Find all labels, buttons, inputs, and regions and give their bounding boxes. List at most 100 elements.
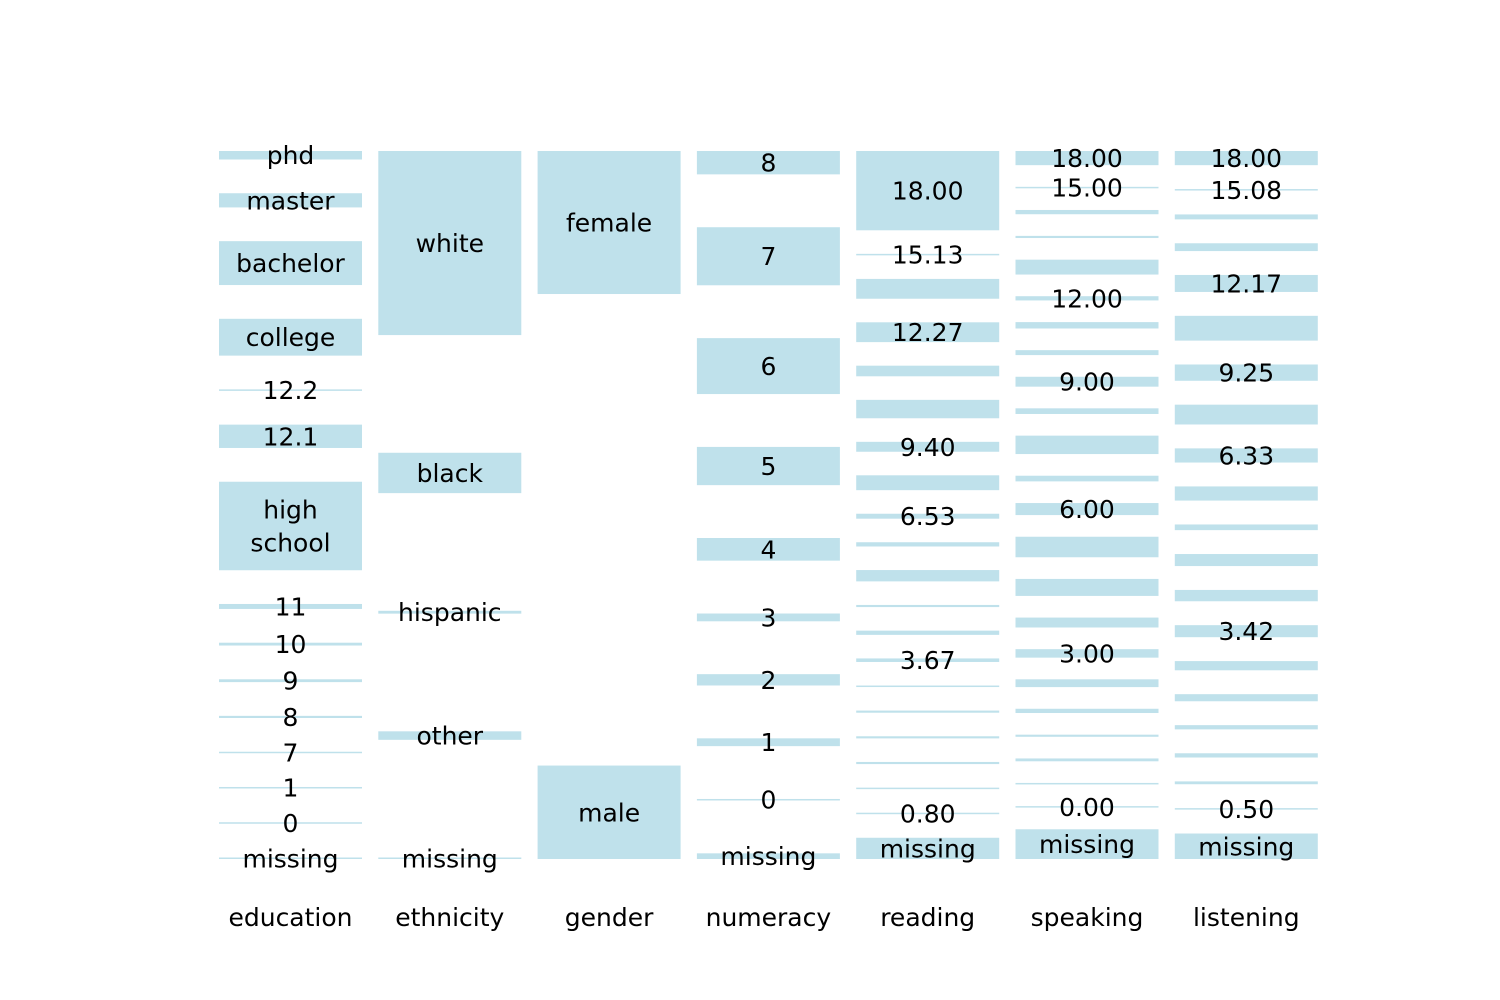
category-bar-reading-level-14 [856,685,1000,688]
category-label-education-10: 10 [275,630,307,659]
category-bar-education-master [219,193,362,208]
category-label-numeracy-0: 0 [760,786,776,815]
category-bar-reading-level-17 [856,761,1000,765]
category-bar-numeracy-3 [696,613,840,622]
category-bar-reading-0-80 [856,812,1000,815]
category-label-ethnicity-hispanic: hispanic [398,598,502,627]
axis-label-reading: reading [880,903,975,932]
category-bar-listening-level-10 [1174,524,1318,531]
category-bar-listening-level-18 [1174,781,1318,785]
category-label-education-high-school: high school [250,495,330,557]
category-bar-listening-0-50 [1174,808,1318,810]
axis-label-numeracy: numeracy [706,903,832,932]
category-bar-numeracy-2 [696,674,840,686]
category-label-reading-6-53: 6.53 [900,502,956,531]
category-bar-listening-6-33 [1174,448,1318,463]
category-bar-education-12-1 [219,424,362,448]
category-label-reading-18-00: 18.00 [892,177,964,206]
category-bar-gender-male [537,765,681,859]
category-bar-reading-level-12 [856,630,1000,635]
category-label-speaking-missing: missing [1039,830,1135,859]
category-bar-education-phd [219,151,362,160]
category-bar-listening-level-16 [1174,725,1318,730]
category-bar-education-9 [219,679,362,683]
category-bar-ethnicity-other [378,731,522,740]
category-label-gender-female: female [566,209,652,238]
category-bar-listening-level-9 [1174,486,1318,501]
category-bar-ethnicity-black [378,452,522,494]
category-bar-education-0 [219,822,362,824]
category-label-numeracy-2: 2 [760,666,776,695]
category-label-education-12-2: 12.2 [263,376,319,405]
category-bar-education-11 [219,603,362,609]
category-bar-education-1 [219,786,362,789]
category-bar-listening-level-11 [1174,554,1318,567]
category-bar-reading-level-15 [856,710,1000,713]
category-label-reading-9-40: 9.40 [900,433,956,462]
category-label-speaking-9-00: 9.00 [1059,368,1115,397]
category-bar-speaking-3-00 [1015,649,1159,658]
category-bar-speaking-0-00 [1015,806,1159,808]
category-bar-listening-level-14 [1174,661,1318,671]
category-bar-speaking-level-2 [1015,209,1159,215]
category-bar-listening-level-2 [1174,214,1318,220]
category-bar-speaking-18-00 [1015,151,1159,166]
category-label-speaking-0-00: 0.00 [1059,793,1115,822]
category-label-speaking-12-00: 12.00 [1051,284,1123,313]
category-label-reading-missing: missing [880,834,976,863]
category-label-listening-15-08: 15.08 [1211,176,1283,205]
category-bar-education-college [219,318,362,356]
category-bar-reading-level-9 [856,542,1000,547]
category-bar-speaking-missing [1015,829,1159,859]
category-bar-reading-level-5 [856,399,1000,419]
category-label-education-8: 8 [283,703,299,732]
category-bar-speaking-6-00 [1015,503,1159,516]
category-label-numeracy-missing: missing [720,842,816,871]
category-bar-education-8 [219,715,362,718]
category-bar-numeracy-4 [696,538,840,561]
category-bar-speaking-level-15 [1015,617,1159,628]
category-label-education-master: master [246,186,335,215]
category-bar-speaking-level-14 [1015,578,1159,596]
category-bar-reading-level-2 [856,278,1000,299]
category-label-numeracy-5: 5 [760,452,776,481]
category-label-education-missing: missing [242,844,338,873]
category-bar-reading-missing [856,837,1000,859]
category-bar-ethnicity-hispanic [378,610,522,614]
category-label-ethnicity-white: white [416,229,484,258]
category-label-education-bachelor: bachelor [236,249,345,278]
category-bar-listening-9-25 [1174,364,1318,381]
category-bar-education-bachelor [219,241,362,286]
category-bar-speaking-level-18 [1015,708,1159,714]
category-bar-reading-level-10 [856,570,1000,582]
category-bar-reading-18-00 [856,151,1000,231]
category-bar-listening-level-17 [1174,753,1318,758]
category-label-ethnicity-missing: missing [402,844,498,873]
category-label-numeracy-4: 4 [760,535,776,564]
category-bar-listening-missing [1174,833,1318,859]
category-label-ethnicity-black: black [417,459,484,488]
category-label-listening-9-25: 9.25 [1218,359,1274,388]
axis-reading: 18.00 15.13 12.27 9.40 6.53 3.67 0.80 missing [856,151,1000,863]
category-bar-reading-level-16 [856,736,1000,739]
category-bar-speaking-12-00 [1015,296,1159,301]
axis-label-education: education [228,903,352,932]
category-label-speaking-3-00: 3.00 [1059,639,1115,668]
category-bar-numeracy-missing [696,853,840,859]
category-bar-listening-level-12 [1174,589,1318,602]
category-bar-listening-15-08 [1174,189,1318,191]
category-bar-speaking-9-00 [1015,376,1159,387]
category-label-numeracy-1: 1 [760,728,776,757]
category-label-education-college: college [246,323,336,352]
category-bar-speaking-level-9 [1015,408,1159,414]
category-bar-education-10 [219,642,362,646]
axis-listening: 18.00 15.08 12.17 9.25 6.33 3.42 0.50 missing [1174,144,1318,861]
category-bar-gender-female [537,151,681,295]
category-label-listening-12-17: 12.17 [1211,269,1283,298]
category-label-gender-male: male [578,798,640,827]
axis-label-gender: gender [565,903,654,932]
category-bar-listening-3-42 [1174,625,1318,638]
axis-education: phd master bachelor college 12.2 12.1 high scho… [219,141,362,873]
